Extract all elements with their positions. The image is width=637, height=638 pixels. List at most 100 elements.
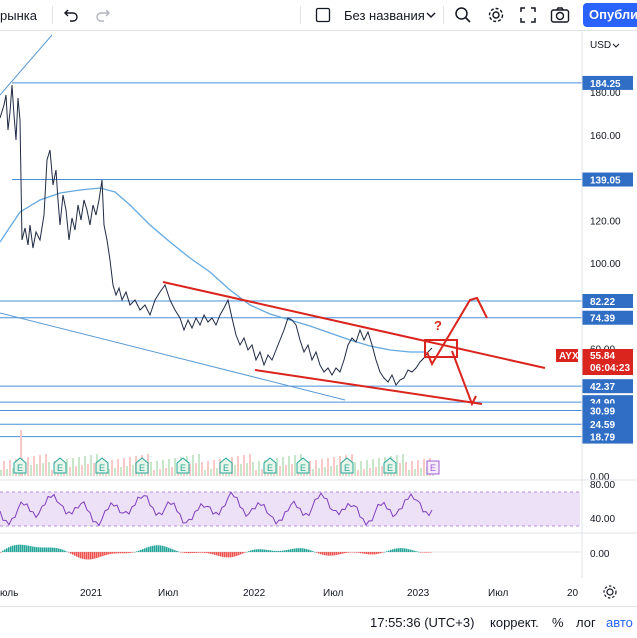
volume-bar xyxy=(396,455,398,476)
macd-bar xyxy=(396,548,398,552)
macd-bar xyxy=(414,550,416,552)
earnings-marker[interactable]: E xyxy=(263,457,277,474)
macd-bar xyxy=(318,552,320,554)
volume-bar xyxy=(357,470,359,476)
macd-bar xyxy=(384,551,386,553)
channel-lower-line[interactable] xyxy=(254,369,483,405)
macd-bar xyxy=(304,548,306,552)
macd-bar xyxy=(336,552,338,555)
macd-bar xyxy=(102,552,104,556)
price-line[interactable] xyxy=(0,84,433,386)
moving-average-line[interactable] xyxy=(0,187,425,353)
macd-bar xyxy=(54,547,56,552)
earnings-marker[interactable]: E xyxy=(340,457,354,474)
macd-bar xyxy=(132,552,134,553)
earnings-marker[interactable]: E xyxy=(176,457,190,474)
log-toggle[interactable]: лог xyxy=(576,615,596,630)
market-label[interactable]: рынка xyxy=(0,8,37,23)
volume-bar xyxy=(33,456,35,476)
earnings-marker[interactable]: E xyxy=(53,457,67,474)
question-mark-annotation[interactable]: ? xyxy=(434,318,442,333)
macd-bar xyxy=(232,552,234,557)
volume-bar xyxy=(48,462,50,476)
earnings-marker[interactable]: E xyxy=(95,457,109,474)
projection-arrow-down[interactable] xyxy=(451,350,477,407)
macd-bar xyxy=(16,544,18,552)
macd-bar xyxy=(256,549,258,552)
volume-bar xyxy=(192,455,194,476)
auto-toggle[interactable]: авто xyxy=(606,615,633,630)
macd-bar xyxy=(60,549,62,552)
earnings-marker[interactable]: E xyxy=(135,457,149,474)
macd-bar xyxy=(410,549,412,552)
level-tag xyxy=(582,403,633,418)
symbol-label: AYX xyxy=(559,351,579,362)
layout-name[interactable]: Без названия xyxy=(344,8,425,23)
fullscreen-icon[interactable] xyxy=(517,4,539,26)
macd-bar xyxy=(0,552,2,553)
price-chart[interactable]: USD 180.00160.00140.00120.00100.0060.000… xyxy=(0,31,637,606)
earnings-marker-upcoming[interactable]: E xyxy=(426,460,440,475)
chevron-down-icon[interactable] xyxy=(420,4,442,26)
price-tag[interactable] xyxy=(582,349,633,375)
search-icon[interactable] xyxy=(452,4,474,26)
earnings-marker[interactable]: E xyxy=(13,457,27,474)
breakout-box[interactable] xyxy=(424,339,458,358)
volume-bar xyxy=(36,464,38,476)
volume-bar xyxy=(69,467,71,476)
volume-bar xyxy=(201,462,203,476)
clock-label[interactable]: 17:55:36 (UTC+3) xyxy=(370,615,475,630)
gear-icon[interactable] xyxy=(603,585,617,599)
currency-label[interactable]: USD xyxy=(590,40,611,51)
macd-bar xyxy=(386,551,388,552)
macd-bar xyxy=(316,552,318,553)
symbol-tag[interactable] xyxy=(556,349,578,362)
x-axis[interactable]: юль 2021 Июл 2022 Июл 2023 Июл 20 xyxy=(0,588,579,599)
volume-bar xyxy=(408,470,410,476)
macd-bar xyxy=(176,550,178,552)
redo-icon[interactable] xyxy=(92,4,114,26)
macd-bar xyxy=(144,548,146,552)
layout-checkbox-icon[interactable] xyxy=(312,4,334,26)
trend-line[interactable] xyxy=(0,34,53,96)
undo-icon[interactable] xyxy=(60,4,82,26)
macd-bar xyxy=(402,548,404,552)
rsi-line[interactable] xyxy=(0,491,433,527)
macd-bar xyxy=(6,548,8,552)
volume-bar xyxy=(210,469,212,476)
macd-bar xyxy=(24,545,26,552)
volume-bar xyxy=(324,467,326,476)
volume-bar xyxy=(156,461,158,476)
projection-arrow-up[interactable] xyxy=(426,296,488,367)
volume-bar xyxy=(150,462,152,476)
channel-upper-line[interactable] xyxy=(162,281,546,369)
trend-line[interactable] xyxy=(0,312,346,401)
macd-bar xyxy=(382,552,384,553)
macd-histogram[interactable] xyxy=(0,544,432,560)
bottom-toolbar: 17:55:36 (UTC+3) коррект. % лог авто xyxy=(0,606,637,638)
macd-bar xyxy=(348,552,350,553)
macd-bar xyxy=(178,551,180,553)
earnings-marker[interactable]: E xyxy=(383,457,397,474)
percent-toggle[interactable]: % xyxy=(552,615,564,630)
volume-bar xyxy=(174,458,176,476)
macd-bar xyxy=(400,548,402,552)
macd-bar xyxy=(126,552,128,554)
macd-bar xyxy=(194,552,196,553)
x-tick-label: 2021 xyxy=(80,588,103,599)
macd-bar xyxy=(346,552,348,553)
svg-text:E: E xyxy=(17,463,23,473)
publish-button[interactable]: Опублик xyxy=(583,3,637,27)
earnings-marker[interactable]: E xyxy=(296,457,310,474)
macd-bar xyxy=(308,549,310,552)
camera-icon[interactable] xyxy=(549,4,571,26)
macd-bar xyxy=(112,552,114,554)
volume-bar xyxy=(291,464,293,476)
macd-bar xyxy=(270,550,272,552)
gear-icon[interactable] xyxy=(485,4,507,26)
earnings-marker[interactable]: E xyxy=(219,457,233,474)
level-tag xyxy=(582,75,633,90)
macd-bar xyxy=(70,552,72,554)
adjust-toggle[interactable]: коррект. xyxy=(490,615,539,630)
